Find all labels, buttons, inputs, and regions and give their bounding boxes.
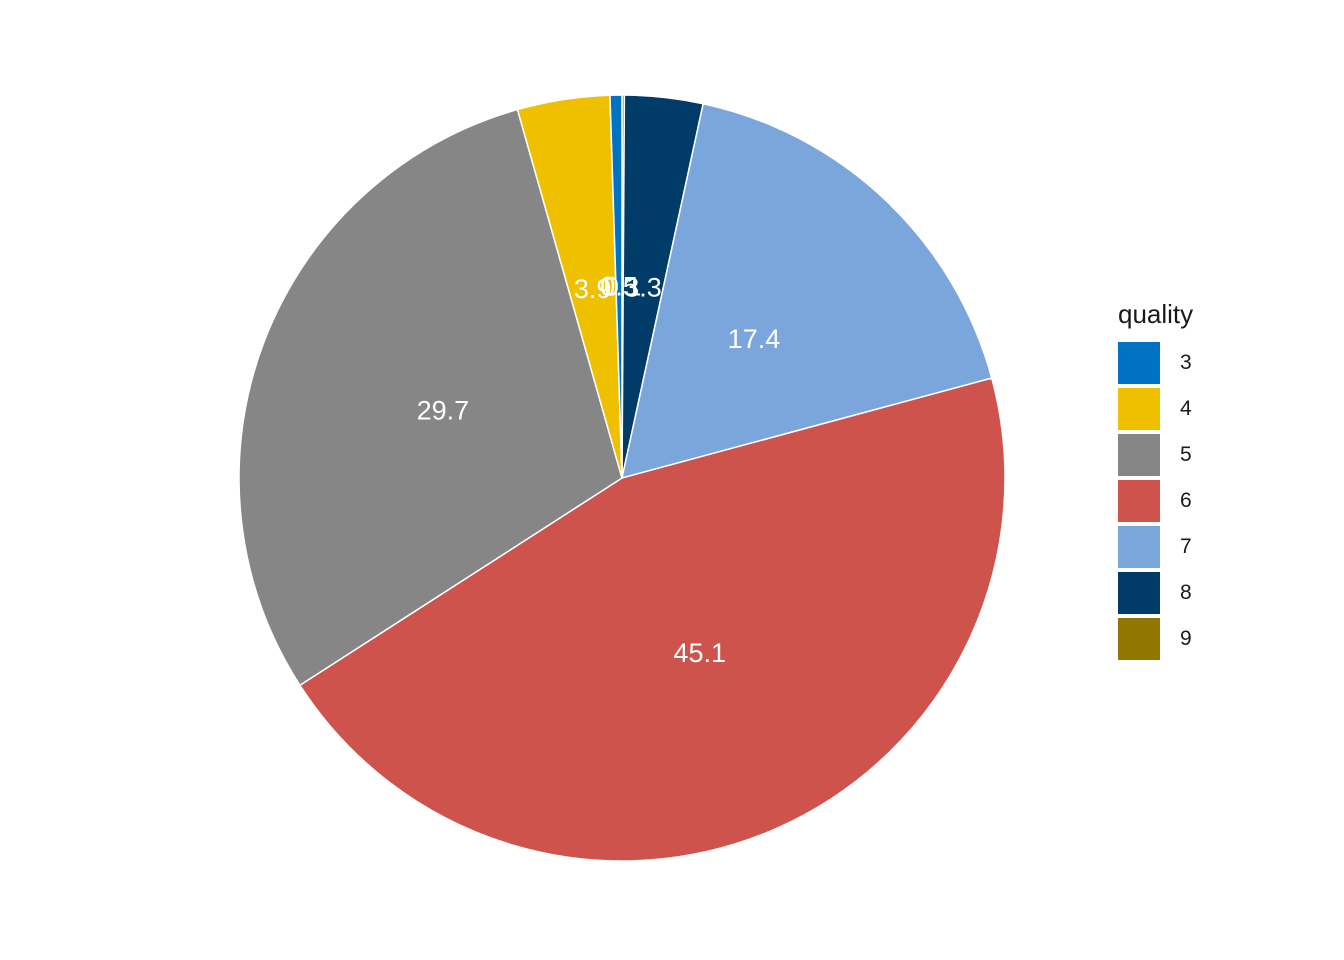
pie-label-5: 29.7 (417, 395, 470, 425)
legend-swatch-6 (1118, 480, 1160, 522)
legend-item-9: 9 (1118, 616, 1193, 662)
legend-item-4: 4 (1118, 386, 1193, 432)
legend: quality 3 4 5 6 7 8 9 (1118, 298, 1193, 662)
legend-swatch-8 (1118, 572, 1160, 614)
legend-label-6: 6 (1180, 489, 1192, 512)
legend-swatch-4 (1118, 388, 1160, 430)
pie-slice-5 (238, 108, 623, 687)
legend-item-7: 7 (1118, 524, 1193, 570)
legend-item-5: 5 (1118, 432, 1193, 478)
legend-label-5: 5 (1180, 443, 1192, 466)
legend-items: 3 4 5 6 7 8 9 (1118, 340, 1193, 662)
pie-slice-6 (298, 377, 1006, 862)
pie-label-4: 3.9 (574, 274, 612, 304)
pie-slices (238, 94, 1006, 862)
pie-label-3: 0.5 (600, 272, 638, 302)
legend-label-3: 3 (1180, 351, 1192, 374)
legend-item-3: 3 (1118, 340, 1193, 386)
legend-label-9: 9 (1180, 627, 1192, 650)
legend-title: quality (1118, 299, 1194, 329)
legend-swatch-7 (1118, 526, 1160, 568)
legend-swatch-5 (1118, 434, 1160, 476)
legend-swatch-3 (1118, 342, 1160, 384)
legend-swatch-9 (1118, 618, 1160, 660)
legend-label-4: 4 (1180, 397, 1192, 420)
legend-label-7: 7 (1180, 535, 1192, 558)
legend-item-8: 8 (1118, 570, 1193, 616)
pie-label-6: 45.1 (673, 638, 726, 668)
pie-label-9: 0.1 (604, 272, 642, 302)
pie-slice-7 (621, 102, 993, 480)
legend-label-8: 8 (1180, 581, 1192, 604)
pie-label-7: 17.4 (728, 324, 781, 354)
pie-label-8: 3.3 (624, 273, 662, 303)
legend-item-6: 6 (1118, 478, 1193, 524)
pie-slice-3 (609, 94, 623, 479)
pie-labels: 0.13.3 17.4 45.1 29.7 3.90.5 (417, 272, 781, 669)
